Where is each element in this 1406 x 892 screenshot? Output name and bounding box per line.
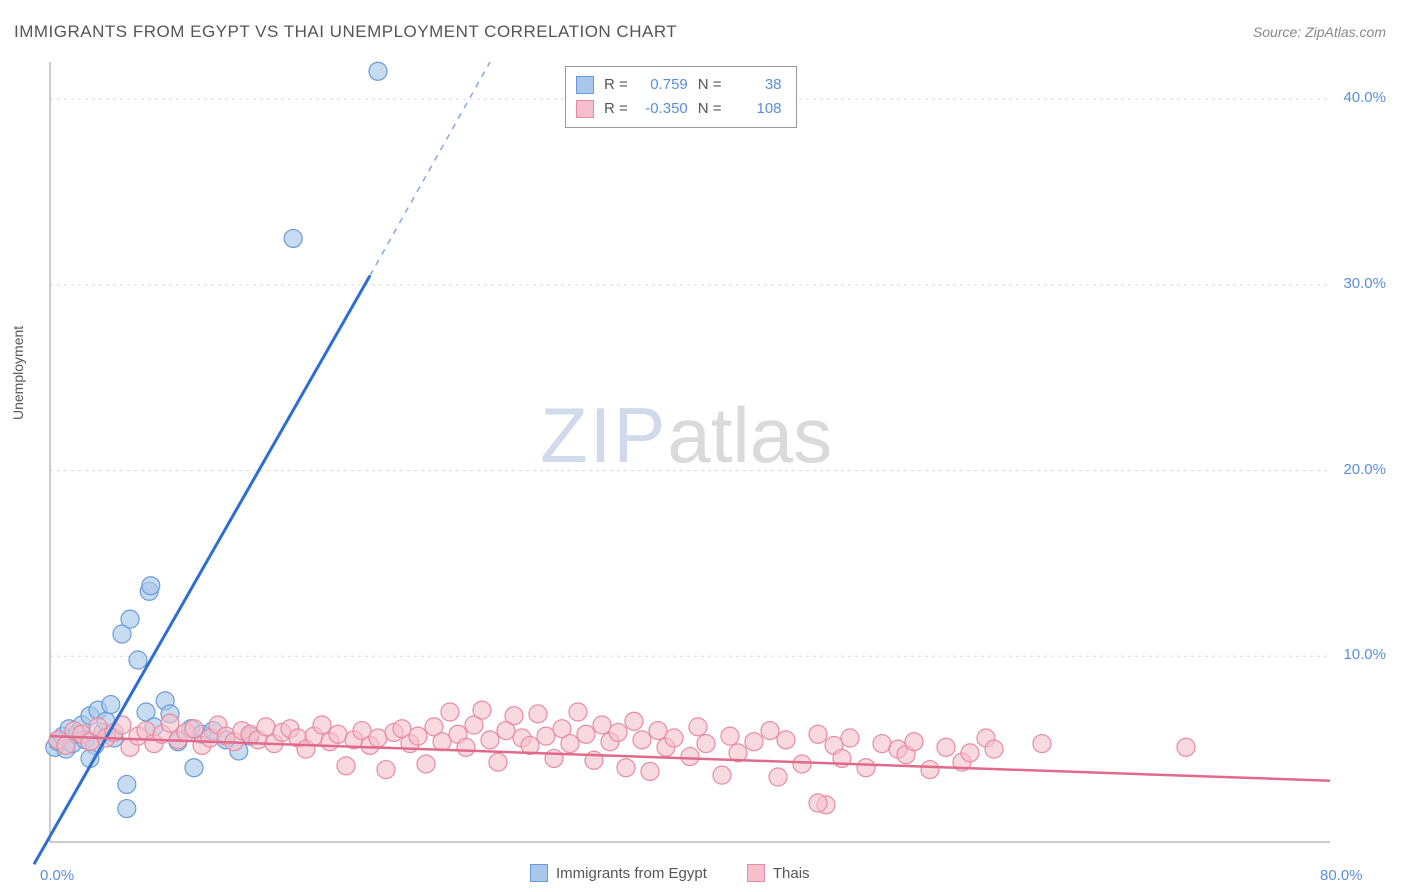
x-tick-label: 0.0% [40,867,74,884]
y-tick-label: 10.0% [1343,646,1386,663]
bottom-legend-egypt: Immigrants from Egypt [530,864,707,882]
legend-swatch-thais-icon [747,864,765,882]
legend-swatch-egypt-icon [530,864,548,882]
y-tick-label: 20.0% [1343,461,1386,478]
legend-swatch-egypt [576,76,594,94]
bottom-legend: Immigrants from Egypt Thais [530,864,810,882]
y-tick-label: 30.0% [1343,275,1386,292]
legend-row-thais: R =-0.350N =108 [576,97,782,121]
bottom-legend-label: Immigrants from Egypt [556,865,707,882]
legend-row-egypt: R =0.759N =38 [576,73,782,97]
bottom-legend-label: Thais [773,865,810,882]
stats-legend: R =0.759N =38 R =-0.350N =108 [565,66,797,128]
legend-swatch-thais [576,100,594,118]
bottom-legend-thais: Thais [747,864,810,882]
correlation-chart [0,0,1406,892]
y-tick-label: 40.0% [1343,89,1386,106]
x-tick-label: 80.0% [1320,867,1363,884]
